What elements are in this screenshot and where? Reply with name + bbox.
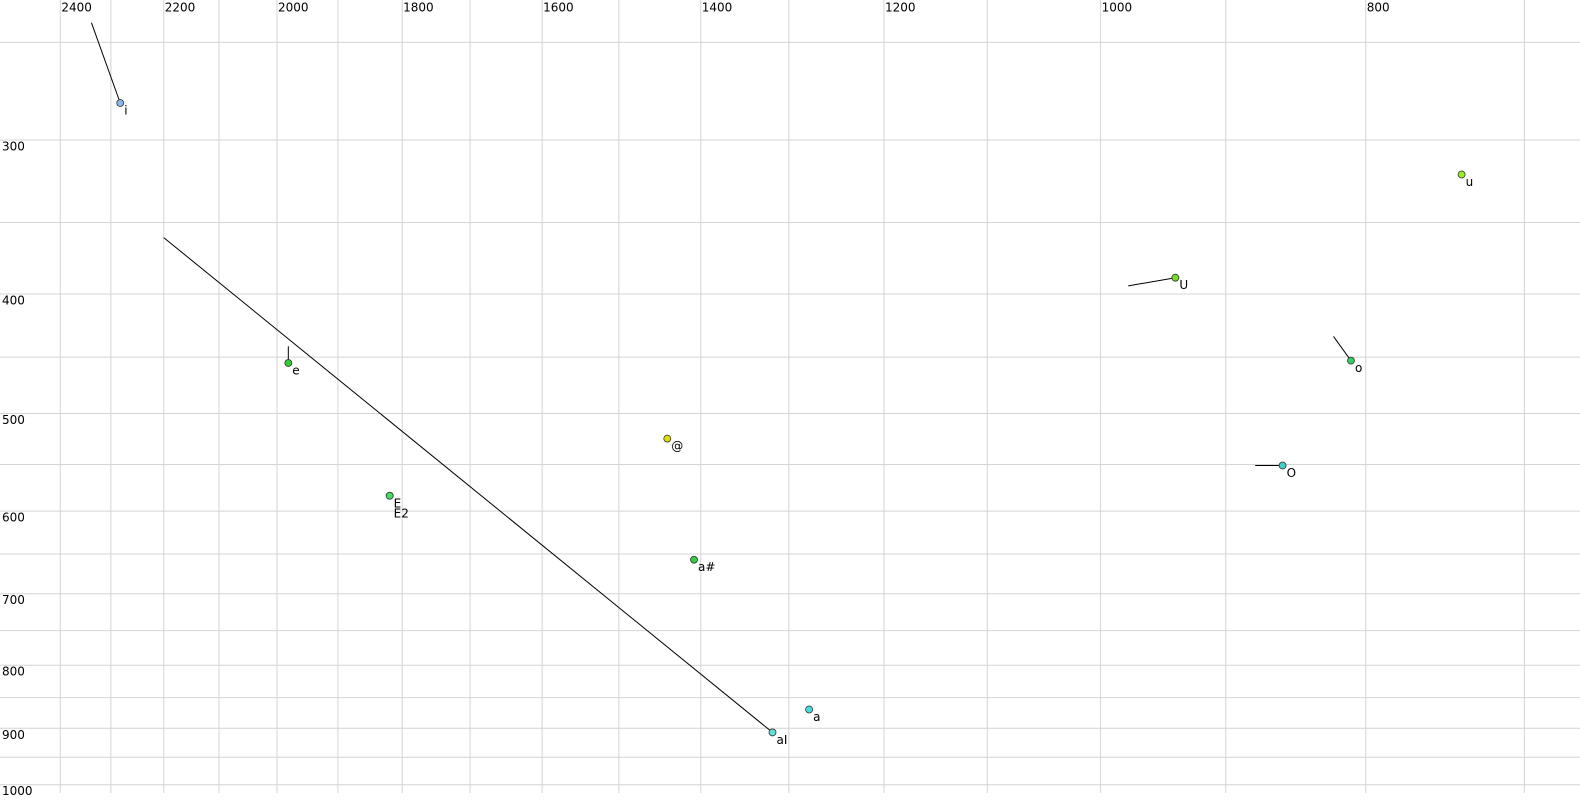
vowel-label: e xyxy=(292,364,299,378)
vowel-label: @ xyxy=(671,439,683,453)
vowel-label: o xyxy=(1355,361,1362,375)
vowel-point xyxy=(663,434,672,443)
y-tick-label: 300 xyxy=(2,139,25,153)
y-tick-label: 1000 xyxy=(2,784,33,798)
trajectory xyxy=(1128,277,1176,287)
vowel-point xyxy=(116,99,125,107)
vowel-point xyxy=(1171,273,1180,282)
x-tick-label: 1600 xyxy=(543,1,574,15)
vowel-point xyxy=(768,728,777,737)
trajectory xyxy=(1333,336,1352,361)
vowel-point xyxy=(385,491,394,500)
vowel-point xyxy=(690,555,698,564)
x-tick-label: 1200 xyxy=(885,1,916,15)
trajectory xyxy=(163,237,773,733)
vowel-point xyxy=(805,705,814,714)
vowel-label: aI xyxy=(776,733,787,747)
x-tick-label: 800 xyxy=(1367,1,1390,15)
y-tick-label: 700 xyxy=(2,593,25,607)
x-tick-label: 2200 xyxy=(165,1,196,15)
y-tick-label: 600 xyxy=(2,511,25,525)
vowel-label: a# xyxy=(698,560,715,574)
vowel-label: E2 xyxy=(394,506,409,520)
vowel-label: U xyxy=(1179,278,1188,292)
y-tick-label: 400 xyxy=(2,294,25,308)
vowel-label: O xyxy=(1287,466,1296,480)
x-tick-label: 2000 xyxy=(278,1,309,15)
y-tick-label: 800 xyxy=(2,665,25,679)
vowel-point xyxy=(1457,170,1466,179)
trajectory xyxy=(90,22,121,104)
vowel-label: E xyxy=(394,496,402,510)
x-tick-label: 1000 xyxy=(1102,1,1133,15)
vowel-point xyxy=(284,359,293,367)
vowel-label: i xyxy=(124,104,127,118)
y-tick-label: 500 xyxy=(2,413,25,427)
vowel-label: a xyxy=(813,710,820,724)
vowel-point xyxy=(1347,356,1355,365)
vowel-label: u xyxy=(1466,175,1474,189)
y-tick-label: 900 xyxy=(2,728,25,742)
x-tick-label: 2400 xyxy=(61,1,92,15)
x-tick-label: 1800 xyxy=(403,1,434,15)
x-tick-label: 1400 xyxy=(702,1,733,15)
vowel-point xyxy=(1278,461,1287,470)
